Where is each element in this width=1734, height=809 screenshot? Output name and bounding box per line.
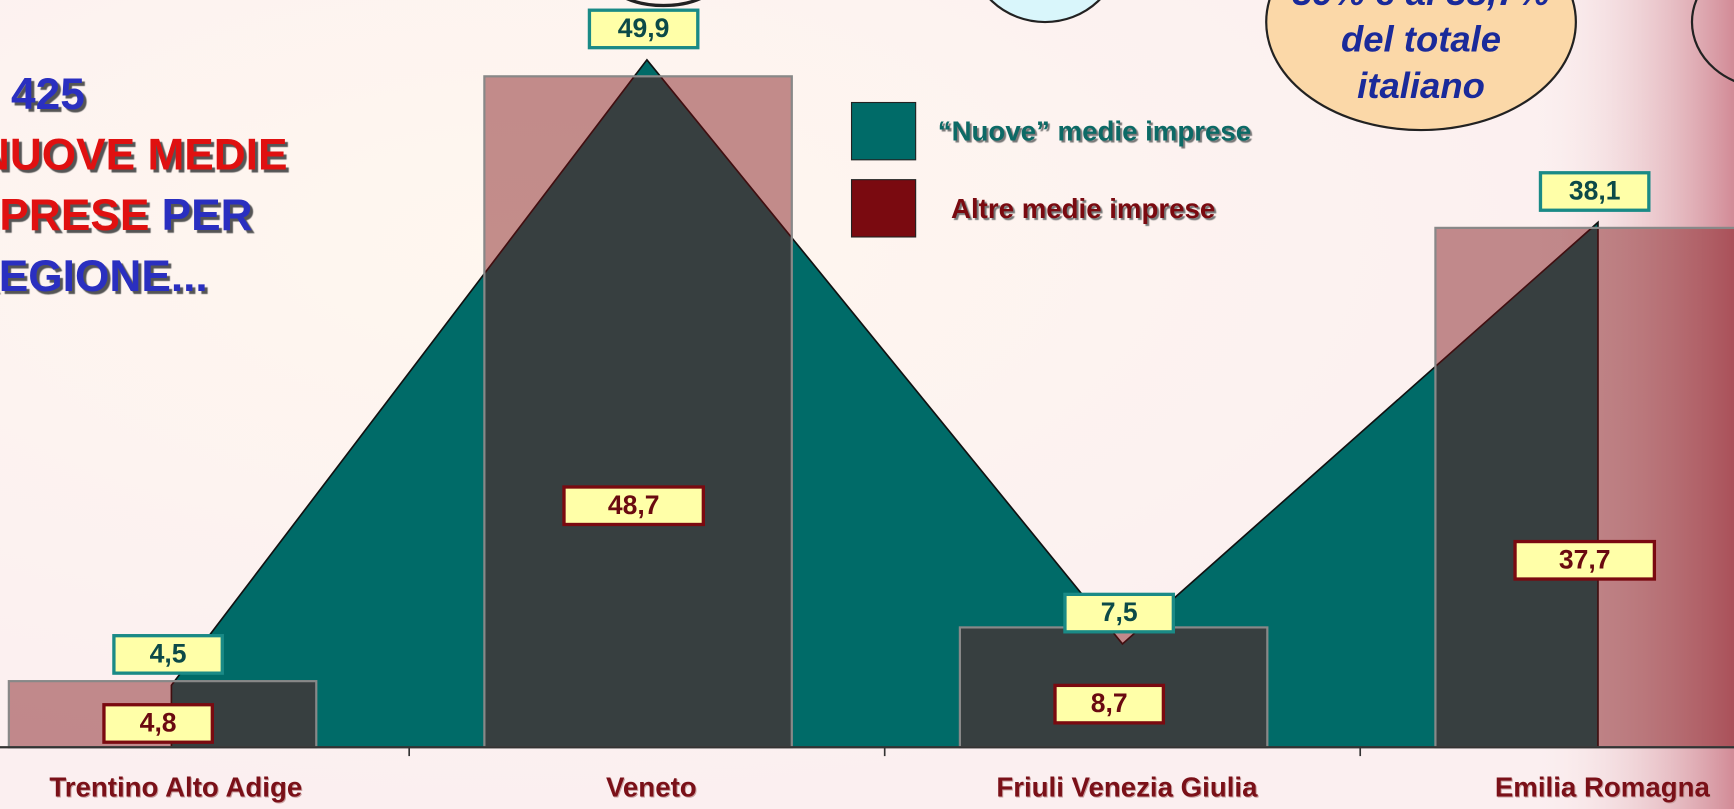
- title-line: NUOVE MEDIE: [0, 130, 288, 179]
- bubble: [1265, 0, 1577, 132]
- bubble: [625, 0, 702, 8]
- value-label: 4,8: [140, 708, 177, 738]
- legend-swatch: [850, 179, 917, 238]
- legend-label: “Nuove” medie imprese: [938, 116, 1251, 147]
- bubble-text: 39% e al 38,7%: [1292, 0, 1550, 13]
- bubble-text: italiano: [1357, 65, 1485, 106]
- value-label-box: [102, 703, 214, 744]
- value-label-box: [1513, 539, 1657, 581]
- bubble: [1690, 0, 1734, 83]
- value-label: 8,7: [1091, 688, 1128, 718]
- title-segment: NUOVE MEDIE: [0, 130, 288, 179]
- x-tick-label: Veneto: [606, 771, 697, 802]
- x-tick-label: Trentino Alto Adige: [49, 771, 302, 802]
- title-segment: REGIONE...: [0, 252, 208, 301]
- bubble: [989, 0, 1101, 24]
- value-label: 48,7: [608, 490, 660, 520]
- value-label: 7,5: [1101, 597, 1138, 627]
- title-line: IMPRESE PER: [0, 191, 253, 240]
- bar: [1434, 226, 1734, 749]
- bar: [483, 75, 793, 749]
- x-tick-label: Emilia Romagna: [1495, 771, 1711, 802]
- value-label-box: [587, 8, 700, 50]
- value-label: 37,7: [1559, 544, 1611, 574]
- title-segment: PER: [149, 191, 252, 240]
- title-line: REGIONE...: [0, 252, 208, 301]
- value-label: 38,1: [1569, 176, 1621, 206]
- value-label: 49,9: [618, 13, 670, 43]
- title-line: 425: [11, 70, 85, 119]
- value-label-box: [562, 485, 705, 527]
- bubble-text: del totale: [1341, 19, 1501, 60]
- value-label: 4,5: [150, 639, 187, 669]
- value-label-box: [1053, 683, 1166, 725]
- title-segment: IMPRESE: [0, 191, 149, 240]
- value-label-box: [112, 634, 224, 675]
- x-tick-label: Friuli Venezia Giulia: [996, 771, 1258, 802]
- value-label-box: [1538, 171, 1651, 212]
- value-label-box: [1063, 592, 1175, 634]
- title-segment: 425: [11, 70, 85, 119]
- legend-label: Altre medie imprese: [951, 193, 1215, 224]
- legend-swatch: [850, 101, 917, 161]
